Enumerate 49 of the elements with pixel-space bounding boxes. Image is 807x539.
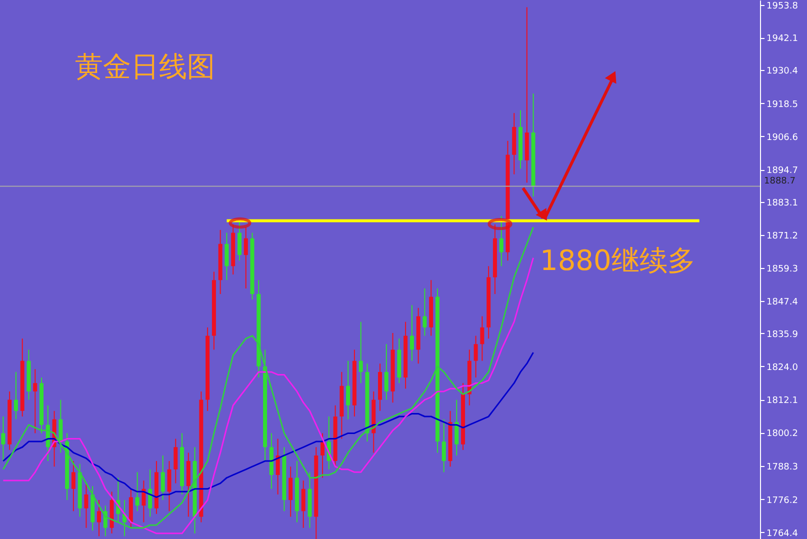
candlestick [33,368,38,434]
candlestick [58,399,63,454]
y-tick-label: 1871.2 [766,231,798,242]
y-tick-label: 1883.1 [766,198,798,208]
candlestick [148,468,152,518]
y-tick-label: 1930.4 [766,66,798,77]
y-tick-label: 1894.7 [766,166,798,176]
y-tick-label: 1764.4 [766,528,798,539]
y-tick-label: 1859.3 [766,264,798,275]
y-tick-label: 1776.2 [766,496,798,506]
y-tick-label: 1918.5 [766,100,798,110]
y-tick-label: 1800.2 [766,429,798,440]
candlestick [442,418,446,473]
candlestick [224,232,229,281]
candlestick [422,288,427,336]
y-tick-label: 1835.9 [766,330,798,340]
y-tick-label: 1824.0 [766,362,798,373]
candlestick [474,335,478,378]
y-tick-label: 1906.6 [766,132,798,143]
candlestick [135,472,140,512]
candlestick [454,399,459,456]
candlestick [142,480,146,523]
candlestick [301,480,306,528]
candlestick [174,438,178,484]
y-tick-label: 1953.8 [766,2,798,12]
candlestick [288,466,293,518]
candlestick [384,344,388,400]
candlestick [244,226,248,289]
candlestick [276,438,280,495]
candlestick [1,416,6,462]
y-tick-label: 1788.3 [766,462,798,472]
candlestick [410,304,414,362]
candlestick [346,360,350,420]
candlestick [358,321,363,384]
y-tick-label: 1812.1 [766,396,798,406]
candlestick [480,316,484,362]
y-tick-label: 1847.4 [766,298,798,308]
annotation: 1880继续多 [540,244,696,277]
y-tick-label: 1942.1 [766,34,798,44]
text: 黄金日线图 [75,50,215,83]
candlestick [167,460,172,512]
candlestick [320,432,325,478]
ref-line-label: 1888.7 [764,176,796,186]
candlestick [160,454,165,501]
candlestick [14,371,18,420]
candlestick [71,460,76,512]
candlestick [499,216,504,267]
candlestick [84,482,88,528]
candlestick [96,500,101,537]
